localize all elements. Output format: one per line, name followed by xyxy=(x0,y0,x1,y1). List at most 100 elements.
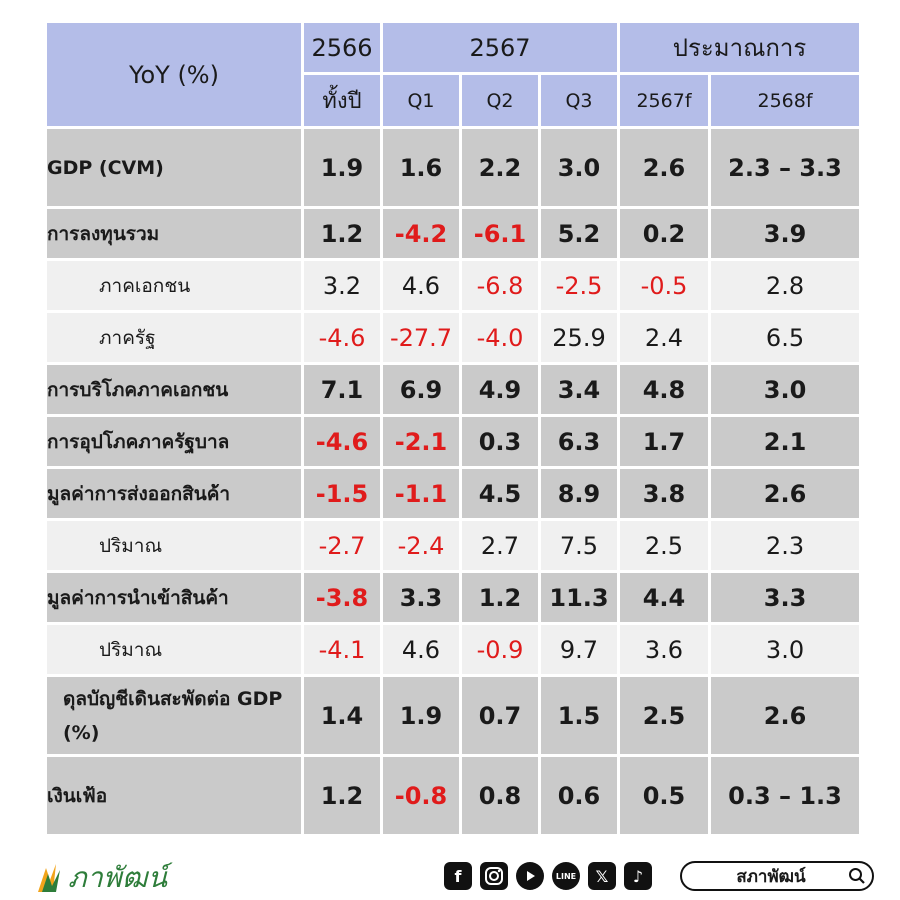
table-cell: -4.2 xyxy=(380,206,462,261)
table-cell: 3.3 xyxy=(380,570,462,625)
table-cell: -2.7 xyxy=(301,518,383,573)
table-cell: 0.7 xyxy=(459,674,541,757)
table-cell: 4.5 xyxy=(459,466,541,521)
table-cell: 3.0 xyxy=(707,622,863,677)
table-cell: -6.8 xyxy=(459,258,541,313)
table-cell: -4.6 xyxy=(301,414,383,469)
table-cell: -2.4 xyxy=(380,518,462,573)
logo-text: ภาพัฒน์ xyxy=(68,861,168,894)
subheader-q3: Q3 xyxy=(538,72,620,129)
table-row: มูลค่าการนำเข้าสินค้า -3.8 3.3 1.2 11.3 4.4 3.… xyxy=(44,570,863,625)
header-forecast: ประมาณการ xyxy=(616,20,863,75)
table-cell: 2.3 – 3.3 xyxy=(707,126,863,209)
table-cell: 3.9 xyxy=(707,206,863,261)
row-label: ปริมาณ xyxy=(44,518,304,573)
table-cell: -4.1 xyxy=(301,622,383,677)
table-cell: 1.2 xyxy=(301,754,383,837)
table-cell: -27.7 xyxy=(380,310,462,365)
row-label: ภาคเอกชน xyxy=(44,258,304,313)
table-cell: 1.9 xyxy=(301,126,383,209)
subheader-full-year: ทั้งปี xyxy=(301,72,383,129)
table-cell: 4.6 xyxy=(380,258,462,313)
row-label: ปริมาณ xyxy=(44,622,304,677)
table-row: ภาคเอกชน 3.2 4.6 -6.8 -2.5 -0.5 2.8 xyxy=(44,258,863,313)
table-cell: 11.3 xyxy=(538,570,620,625)
row-label: มูลค่าการส่งออกสินค้า xyxy=(44,466,304,521)
table-cell: 3.4 xyxy=(538,362,620,417)
table-cell: -0.9 xyxy=(459,622,541,677)
table-cell: 9.7 xyxy=(538,622,620,677)
table-row: การบริโภคภาคเอกชน 7.1 6.9 4.9 3.4 4.8 3.0 xyxy=(44,362,863,417)
table-row: ปริมาณ -4.1 4.6 -0.9 9.7 3.6 3.0 xyxy=(44,622,863,677)
x-icon[interactable]: 𝕏 xyxy=(588,862,616,890)
footer: ภาพัฒน์ f LINE 𝕏 ♪ สภาพัฒน์ xyxy=(0,852,900,900)
search-text: สภาพัฒน์ xyxy=(736,866,806,887)
table-cell: 7.5 xyxy=(538,518,620,573)
table-cell: 0.5 xyxy=(617,754,711,837)
subheader-q1: Q1 xyxy=(380,72,462,129)
table-cell: 4.9 xyxy=(459,362,541,417)
magnifier-icon[interactable] xyxy=(842,867,872,885)
table-cell: 0.3 – 1.3 xyxy=(707,754,863,837)
table-cell: -4.6 xyxy=(301,310,383,365)
row-label: การบริโภคภาคเอกชน xyxy=(44,362,304,417)
table-cell: 2.1 xyxy=(707,414,863,469)
table-cell: 3.8 xyxy=(617,466,711,521)
table-cell: 2.6 xyxy=(617,126,711,209)
table-cell: 7.1 xyxy=(301,362,383,417)
table-cell: 2.8 xyxy=(707,258,863,313)
table-cell: 3.3 xyxy=(707,570,863,625)
table-cell: -1.1 xyxy=(380,466,462,521)
table-cell: 1.5 xyxy=(538,674,620,757)
table-cell: 1.6 xyxy=(380,126,462,209)
subheader-2567f: 2567f xyxy=(617,72,711,129)
row-label: ภาครัฐ xyxy=(44,310,304,365)
table-cell: 2.7 xyxy=(459,518,541,573)
row-label: ดุลบัญชีเดินสะพัดต่อ GDP (%) xyxy=(44,674,304,757)
tiktok-icon[interactable]: ♪ xyxy=(624,862,652,890)
table-row: GDP (CVM) 1.9 1.6 2.2 3.0 2.6 2.3 – 3.3 xyxy=(44,126,863,209)
table-cell: 1.4 xyxy=(301,674,383,757)
table-cell: 1.7 xyxy=(617,414,711,469)
table-cell: -1.5 xyxy=(301,466,383,521)
table-cell: 25.9 xyxy=(538,310,620,365)
nesdc-logo: ภาพัฒน์ xyxy=(36,858,168,898)
table-cell: -0.8 xyxy=(380,754,462,837)
social-icons: f LINE 𝕏 ♪ xyxy=(444,862,652,890)
instagram-icon[interactable] xyxy=(480,862,508,890)
table-row: ภาครัฐ -4.6 -27.7 -4.0 25.9 2.4 6.5 xyxy=(44,310,863,365)
table-cell: 3.6 xyxy=(617,622,711,677)
table-cell: 1.2 xyxy=(459,570,541,625)
table-row: การลงทุนรวม 1.2 -4.2 -6.1 5.2 0.2 3.9 xyxy=(44,206,863,261)
table-cell: 1.9 xyxy=(380,674,462,757)
search-box[interactable]: สภาพัฒน์ xyxy=(680,861,874,891)
table-cell: 6.3 xyxy=(538,414,620,469)
table-cell: -3.8 xyxy=(301,570,383,625)
table-cell: 1.2 xyxy=(301,206,383,261)
table-row: ปริมาณ -2.7 -2.4 2.7 7.5 2.5 2.3 xyxy=(44,518,863,573)
table-cell: 6.5 xyxy=(707,310,863,365)
table-row: มูลค่าการส่งออกสินค้า -1.5 -1.1 4.5 8.9 3.8 2.… xyxy=(44,466,863,521)
line-icon[interactable]: LINE xyxy=(552,862,580,890)
row-label: GDP (CVM) xyxy=(44,126,304,209)
facebook-icon[interactable]: f xyxy=(444,862,472,890)
table-cell: 4.4 xyxy=(617,570,711,625)
table-row: เงินเฟ้อ 1.2 -0.8 0.8 0.6 0.5 0.3 – 1.3 xyxy=(44,754,863,837)
logo-mark-icon xyxy=(38,864,60,892)
row-label: มูลค่าการนำเข้าสินค้า xyxy=(44,570,304,625)
table-cell: 2.6 xyxy=(707,466,863,521)
table-row: การอุปโภคภาครัฐบาล -4.6 -2.1 0.3 6.3 1.7 2.1 xyxy=(44,414,863,469)
table-cell: -0.5 xyxy=(617,258,711,313)
subheader-2568f: 2568f xyxy=(707,72,863,129)
table-cell: 0.6 xyxy=(538,754,620,837)
table-cell: 2.3 xyxy=(707,518,863,573)
row-label: เงินเฟ้อ xyxy=(44,754,304,837)
table-cell: 3.2 xyxy=(301,258,383,313)
table-cell: 3.0 xyxy=(707,362,863,417)
header-year-2566: 2566 xyxy=(301,20,383,75)
table-cell: -2.5 xyxy=(538,258,620,313)
table-cell: -6.1 xyxy=(459,206,541,261)
table-cell: -4.0 xyxy=(459,310,541,365)
table-cell: 8.9 xyxy=(538,466,620,521)
youtube-icon[interactable] xyxy=(516,862,544,890)
